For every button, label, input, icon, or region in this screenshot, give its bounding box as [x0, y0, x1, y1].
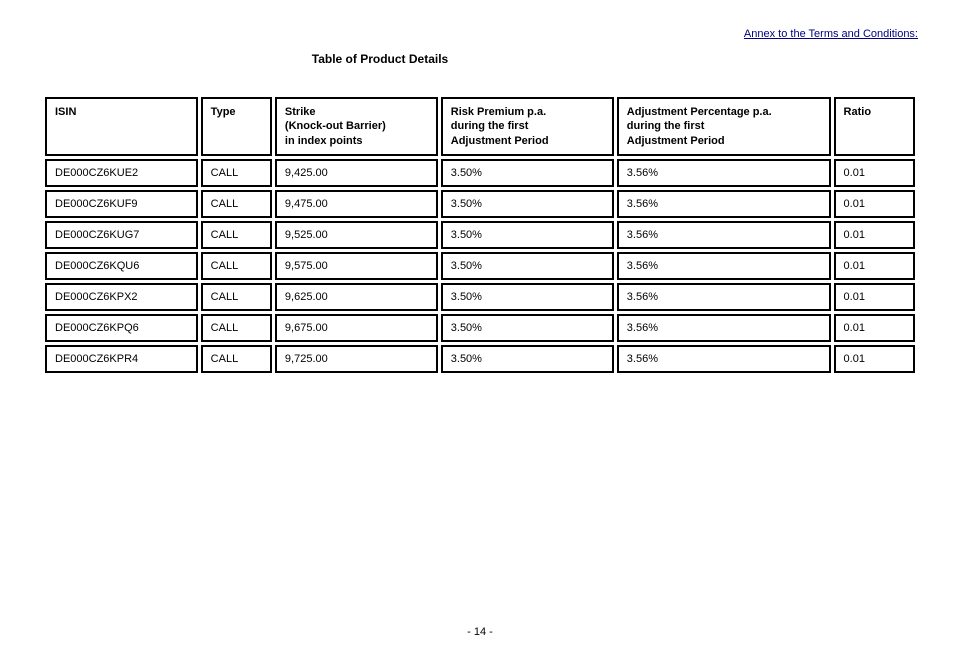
cell-isin: DE000CZ6KUE2	[45, 159, 198, 187]
cell-risk: 3.50%	[441, 283, 614, 311]
cell-strike: 9,725.00	[275, 345, 438, 373]
cell-ratio: 0.01	[834, 283, 915, 311]
table-row: DE000CZ6KQU6CALL9,575.003.50%3.56%0.01	[45, 252, 915, 280]
cell-isin: DE000CZ6KUF9	[45, 190, 198, 218]
cell-ratio: 0.01	[834, 190, 915, 218]
table-row: DE000CZ6KPR4CALL9,725.003.50%3.56%0.01	[45, 345, 915, 373]
cell-risk: 3.50%	[441, 190, 614, 218]
cell-isin: DE000CZ6KQU6	[45, 252, 198, 280]
cell-ratio: 0.01	[834, 159, 915, 187]
cell-risk: 3.50%	[441, 159, 614, 187]
cell-type: CALL	[201, 252, 272, 280]
col-header-risk: Risk Premium p.a.during the firstAdjustm…	[441, 97, 614, 156]
page-number: - 14 -	[0, 626, 960, 638]
table-row: DE000CZ6KUF9CALL9,475.003.50%3.56%0.01	[45, 190, 915, 218]
col-header-ratio: Ratio	[834, 97, 915, 156]
cell-ratio: 0.01	[834, 314, 915, 342]
cell-strike: 9,475.00	[275, 190, 438, 218]
col-header-strike: Strike(Knock-out Barrier)in index points	[275, 97, 438, 156]
document-page: Annex to the Terms and Conditions: Table…	[0, 0, 960, 376]
cell-risk: 3.50%	[441, 314, 614, 342]
table-header-row: ISIN Type Strike(Knock-out Barrier)in in…	[45, 97, 915, 156]
cell-ratio: 0.01	[834, 221, 915, 249]
cell-risk: 3.50%	[441, 252, 614, 280]
cell-type: CALL	[201, 283, 272, 311]
cell-adjustment: 3.56%	[617, 159, 831, 187]
table-row: DE000CZ6KUG7CALL9,525.003.50%3.56%0.01	[45, 221, 915, 249]
cell-adjustment: 3.56%	[617, 221, 831, 249]
cell-type: CALL	[201, 190, 272, 218]
cell-adjustment: 3.56%	[617, 283, 831, 311]
annex-header: Annex to the Terms and Conditions:	[42, 28, 918, 40]
cell-adjustment: 3.56%	[617, 345, 831, 373]
cell-adjustment: 3.56%	[617, 252, 831, 280]
cell-adjustment: 3.56%	[617, 314, 831, 342]
cell-isin: DE000CZ6KPR4	[45, 345, 198, 373]
cell-adjustment: 3.56%	[617, 190, 831, 218]
table-row: DE000CZ6KPX2CALL9,625.003.50%3.56%0.01	[45, 283, 915, 311]
cell-ratio: 0.01	[834, 252, 915, 280]
page-title: Table of Product Details	[42, 52, 918, 66]
cell-isin: DE000CZ6KPX2	[45, 283, 198, 311]
table-row: DE000CZ6KUE2CALL9,425.003.50%3.56%0.01	[45, 159, 915, 187]
cell-risk: 3.50%	[441, 221, 614, 249]
cell-type: CALL	[201, 159, 272, 187]
cell-ratio: 0.01	[834, 345, 915, 373]
cell-strike: 9,675.00	[275, 314, 438, 342]
table-row: DE000CZ6KPQ6CALL9,675.003.50%3.56%0.01	[45, 314, 915, 342]
cell-strike: 9,575.00	[275, 252, 438, 280]
product-details-table: ISIN Type Strike(Knock-out Barrier)in in…	[42, 94, 918, 376]
col-header-type: Type	[201, 97, 272, 156]
cell-type: CALL	[201, 221, 272, 249]
col-header-isin: ISIN	[45, 97, 198, 156]
col-header-adjustment: Adjustment Percentage p.a.during the fir…	[617, 97, 831, 156]
cell-strike: 9,625.00	[275, 283, 438, 311]
cell-type: CALL	[201, 345, 272, 373]
cell-risk: 3.50%	[441, 345, 614, 373]
cell-isin: DE000CZ6KPQ6	[45, 314, 198, 342]
cell-type: CALL	[201, 314, 272, 342]
cell-isin: DE000CZ6KUG7	[45, 221, 198, 249]
cell-strike: 9,525.00	[275, 221, 438, 249]
cell-strike: 9,425.00	[275, 159, 438, 187]
